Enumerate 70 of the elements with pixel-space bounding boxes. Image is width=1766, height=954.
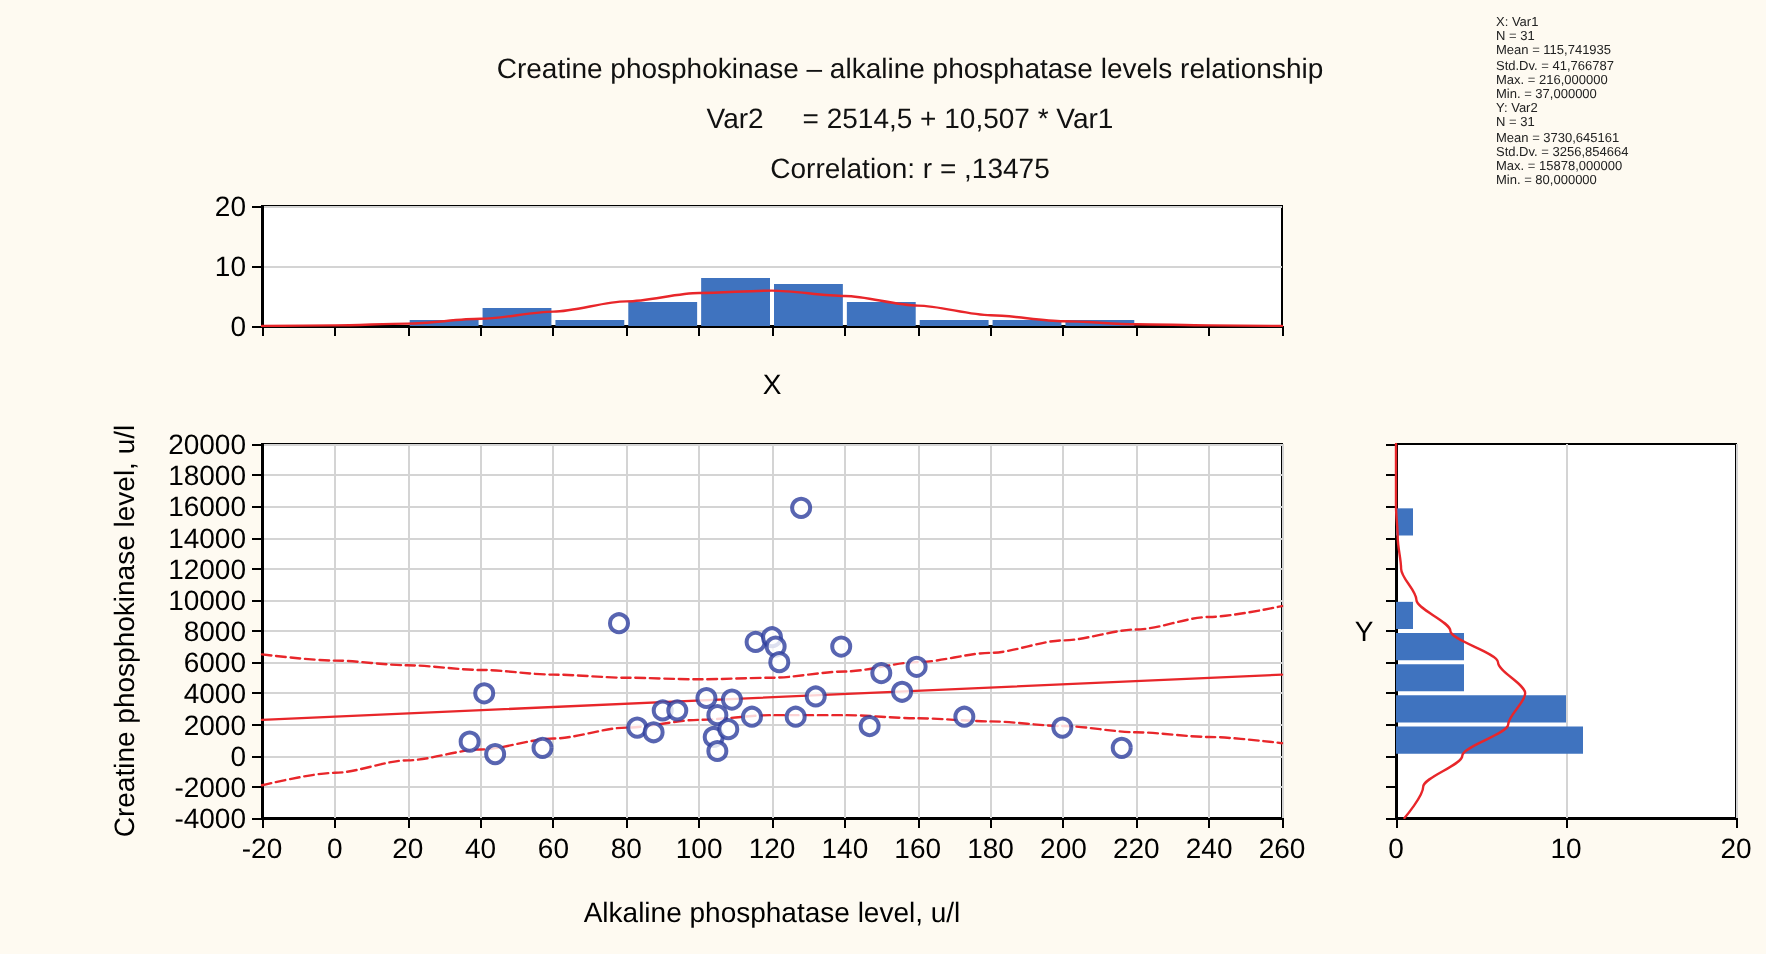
x-tick-label: 0 bbox=[1388, 832, 1405, 864]
point bbox=[642, 721, 665, 744]
x-tick-label: 40 bbox=[464, 832, 497, 864]
point bbox=[473, 682, 496, 705]
point bbox=[784, 705, 807, 728]
point bbox=[858, 715, 881, 738]
point bbox=[744, 630, 767, 653]
y-tick-label: 4000 bbox=[183, 677, 247, 710]
x-tick-label: 180 bbox=[967, 832, 1015, 864]
y-tick-label: 10 bbox=[214, 250, 247, 282]
point bbox=[891, 680, 914, 703]
point bbox=[706, 704, 729, 727]
x-axis-title: Alkaline phosphatase level, u/l bbox=[583, 896, 961, 928]
point bbox=[608, 612, 630, 635]
y-tick-label: -2000 bbox=[174, 770, 247, 803]
x-tick-label: 0 bbox=[327, 832, 344, 864]
x-tick-label: 120 bbox=[748, 832, 796, 864]
point bbox=[790, 496, 813, 519]
x-tick-label: 20 bbox=[1720, 832, 1752, 864]
y-tick-label: 16000 bbox=[168, 490, 247, 523]
point bbox=[768, 651, 791, 674]
x-tick-label: 100 bbox=[675, 832, 723, 864]
y-tick-label: 20000 bbox=[168, 428, 247, 460]
y-tick-label: 2000 bbox=[183, 708, 247, 741]
y-tick-label: 10000 bbox=[168, 583, 247, 616]
point bbox=[626, 716, 649, 739]
x-tick-label: 240 bbox=[1185, 832, 1233, 864]
point bbox=[717, 718, 740, 741]
x-tick-label: 10 bbox=[1550, 832, 1582, 864]
y-tick-label: -4000 bbox=[174, 802, 247, 834]
point bbox=[695, 687, 718, 709]
x-tick-label: 260 bbox=[1258, 832, 1306, 864]
x-axis-title: X bbox=[762, 368, 783, 400]
point bbox=[706, 740, 729, 762]
y-axis-title: Y bbox=[1354, 615, 1375, 647]
point bbox=[905, 655, 928, 678]
text: Correlation: r = ,13475 bbox=[770, 152, 1051, 184]
point bbox=[666, 699, 689, 722]
y-tick-label: 18000 bbox=[168, 459, 247, 492]
y-tick-label: 20 bbox=[214, 190, 247, 222]
x-tick-label: 160 bbox=[894, 832, 942, 864]
point bbox=[1051, 716, 1074, 739]
x-tick-label: 20 bbox=[392, 832, 424, 864]
point bbox=[830, 635, 853, 658]
chart-subtitle: Var2 = 2514,5 + 10,507 * Var1 bbox=[706, 102, 1114, 134]
y-tick-label: 12000 bbox=[168, 552, 247, 585]
x-tick-label: 220 bbox=[1112, 832, 1161, 864]
point bbox=[804, 685, 827, 708]
y-tick-label: 8000 bbox=[183, 615, 247, 647]
point bbox=[458, 730, 481, 753]
x-tick-label: 80 bbox=[610, 832, 643, 864]
y-axis-title: Creatine phosphokinase level, u/l bbox=[108, 424, 140, 838]
x-tick-label: 60 bbox=[537, 832, 570, 864]
point bbox=[953, 705, 976, 728]
point bbox=[870, 662, 893, 685]
line-series bbox=[260, 604, 1284, 681]
point bbox=[1110, 736, 1133, 759]
y-tick-label: 0 bbox=[230, 310, 247, 342]
x-tick-label: 200 bbox=[1040, 832, 1088, 864]
point bbox=[484, 743, 507, 766]
chart-title: Creatine phosphokinase – alkaline phosphatase levels relationship bbox=[496, 52, 1324, 84]
line-series bbox=[260, 713, 1284, 787]
x-tick-label: 140 bbox=[821, 832, 869, 864]
y-tick-label: 0 bbox=[230, 739, 247, 772]
point bbox=[531, 736, 554, 759]
point bbox=[740, 705, 763, 728]
x-tick-label: -20 bbox=[241, 832, 283, 864]
y-tick-label: 6000 bbox=[183, 646, 247, 679]
y-tick-label: 14000 bbox=[168, 521, 247, 554]
point bbox=[720, 688, 743, 711]
